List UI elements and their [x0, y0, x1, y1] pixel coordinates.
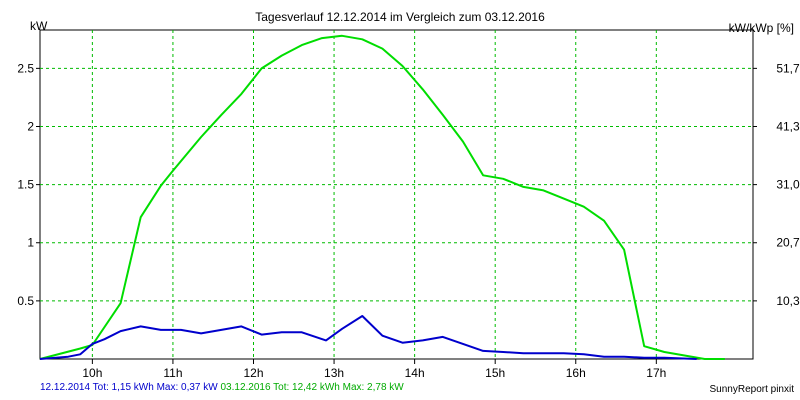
- y-right-tick-label: 31,0: [776, 178, 800, 192]
- y-axis-right-label: kW/kWp [%]: [728, 21, 794, 35]
- chart-title: Tagesverlauf 12.12.2014 im Vergleich zum…: [255, 10, 545, 24]
- legend-entry-2014: 12.12.2014 Tot: 1,15 kWh Max: 0,37 kW: [40, 382, 218, 393]
- legend-footer: 12.12.2014 Tot: 1,15 kWh Max: 0,37 kW 03…: [40, 382, 404, 393]
- series-line-03122016: [39, 34, 725, 360]
- y-left-tick-label: 1: [27, 236, 34, 250]
- y-left-tick-label: 2.5: [17, 61, 34, 75]
- plot-frame: [39, 29, 754, 360]
- y-left-tick-label: 2: [27, 119, 34, 133]
- x-tick-label: 10h: [82, 366, 102, 380]
- x-tick-label: 13h: [324, 366, 344, 380]
- x-tick-label: 16h: [566, 366, 586, 380]
- credit-text: SunnyReport pinxit: [709, 384, 795, 395]
- y-right-tick-label: 10,3: [776, 294, 800, 308]
- x-tick-label: 11h: [163, 366, 182, 380]
- x-tick-label: 14h: [405, 366, 425, 380]
- y-right-tick-label: 51,7: [776, 61, 800, 75]
- y-right-tick-label: 41,3: [776, 119, 800, 133]
- legend-entry-2016: 03.12.2016 Tot: 12,42 kWh Max: 2,78 kW: [220, 382, 404, 393]
- x-tick-label: 15h: [485, 366, 505, 380]
- y-left-tick-label: 1.5: [17, 178, 34, 192]
- y-right-tick-label: 20,7: [776, 236, 800, 250]
- x-tick-label: 17h: [646, 366, 666, 380]
- y-left-tick-label: 0.5: [17, 294, 34, 308]
- x-tick-label: 12h: [243, 366, 263, 380]
- series-line-12122014: [39, 315, 697, 360]
